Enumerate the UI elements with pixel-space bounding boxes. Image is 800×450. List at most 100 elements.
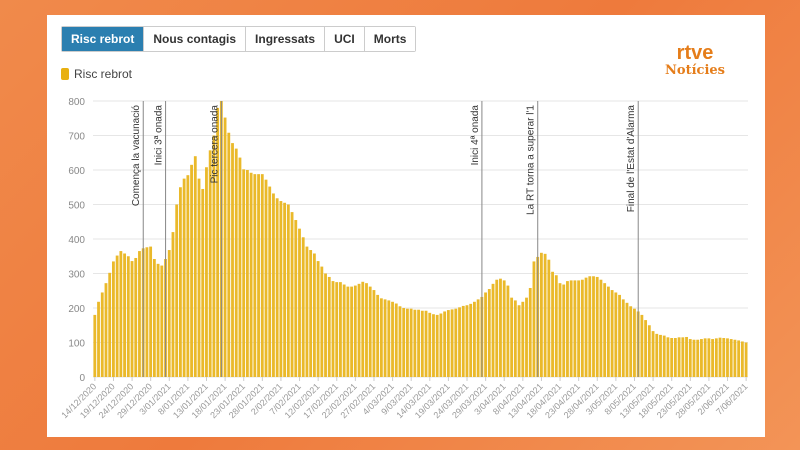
bar <box>744 342 748 377</box>
bar <box>353 285 357 377</box>
bar <box>733 339 737 377</box>
bar <box>160 265 164 377</box>
bar <box>372 290 376 377</box>
bar <box>703 338 707 377</box>
bar <box>272 193 275 377</box>
tab-ingressats[interactable]: Ingressats <box>246 27 326 51</box>
bar <box>156 263 160 377</box>
bar <box>521 301 525 377</box>
bar <box>368 286 372 377</box>
y-tick-label: 800 <box>68 97 85 108</box>
bar <box>454 308 458 377</box>
bar <box>551 271 554 377</box>
bar <box>212 135 216 377</box>
bar <box>633 308 636 377</box>
bar <box>432 314 435 377</box>
bar <box>640 314 644 377</box>
bar <box>446 310 450 377</box>
tab-nous-contagis[interactable]: Nous contagis <box>144 27 247 51</box>
legend-swatch <box>61 68 69 80</box>
bar <box>629 306 633 377</box>
bar <box>729 339 733 377</box>
bar <box>126 256 130 377</box>
bar <box>309 250 313 377</box>
bar <box>178 187 182 377</box>
bar <box>621 299 625 377</box>
bar <box>324 273 327 377</box>
bar <box>603 283 607 377</box>
bar <box>193 156 197 377</box>
bar <box>130 261 134 377</box>
bar <box>610 290 614 377</box>
bar <box>577 280 581 377</box>
bar <box>599 279 603 377</box>
bar <box>223 117 227 377</box>
bar <box>673 338 677 377</box>
bar <box>722 338 726 377</box>
bar <box>134 257 138 377</box>
bar <box>104 283 108 377</box>
bar <box>469 303 473 377</box>
bar <box>138 251 141 377</box>
legend-item[interactable]: Risc rebrot <box>61 67 132 81</box>
bar <box>257 174 260 377</box>
bar <box>398 306 402 377</box>
bar <box>659 334 662 377</box>
bar <box>320 266 324 377</box>
bar <box>592 276 595 377</box>
bar <box>119 251 123 377</box>
bar <box>554 275 558 377</box>
tab-risc-rebrot[interactable]: Risc rebrot <box>62 27 145 51</box>
bar <box>394 303 398 377</box>
bar <box>253 174 257 377</box>
bar <box>740 341 744 377</box>
bar <box>711 339 715 377</box>
bar <box>249 172 253 377</box>
bar <box>190 164 193 377</box>
bar <box>487 289 491 377</box>
y-tick-label: 200 <box>68 304 85 315</box>
bar <box>588 276 592 377</box>
bar <box>268 186 272 377</box>
tab-morts[interactable]: Morts <box>364 27 416 51</box>
bar <box>216 107 220 378</box>
bar <box>688 339 692 377</box>
bar <box>167 250 171 377</box>
bar <box>461 305 465 377</box>
bar <box>584 277 588 377</box>
bar <box>123 253 126 377</box>
bar <box>562 284 566 377</box>
annotation-label: La RT torna a superar l'1 <box>526 105 537 215</box>
bar <box>517 305 521 377</box>
bar <box>238 157 242 377</box>
bar <box>290 212 294 377</box>
bar <box>428 312 432 377</box>
y-tick-label: 700 <box>68 132 85 143</box>
bar <box>316 261 320 377</box>
bar <box>681 337 685 377</box>
bar <box>331 281 335 377</box>
y-tick-label: 400 <box>68 235 85 246</box>
bar <box>547 259 551 377</box>
bar <box>465 305 469 377</box>
bar <box>718 337 722 377</box>
logo-section: Notícies <box>665 63 725 78</box>
bar <box>532 261 536 377</box>
rtve-logo: rtve Notícies <box>665 43 725 78</box>
bar <box>93 314 97 377</box>
bar <box>625 302 629 377</box>
bar <box>97 301 100 377</box>
bar <box>361 281 365 377</box>
tab-uci[interactable]: UCI <box>325 27 365 51</box>
bar <box>245 170 249 377</box>
bar <box>391 301 394 377</box>
bar <box>420 310 424 377</box>
bar <box>383 299 387 377</box>
bar <box>666 337 670 377</box>
bar <box>234 148 238 377</box>
bar <box>365 283 368 377</box>
bar <box>502 280 506 377</box>
bar <box>208 150 212 377</box>
bar <box>301 237 305 377</box>
bar <box>387 300 391 377</box>
